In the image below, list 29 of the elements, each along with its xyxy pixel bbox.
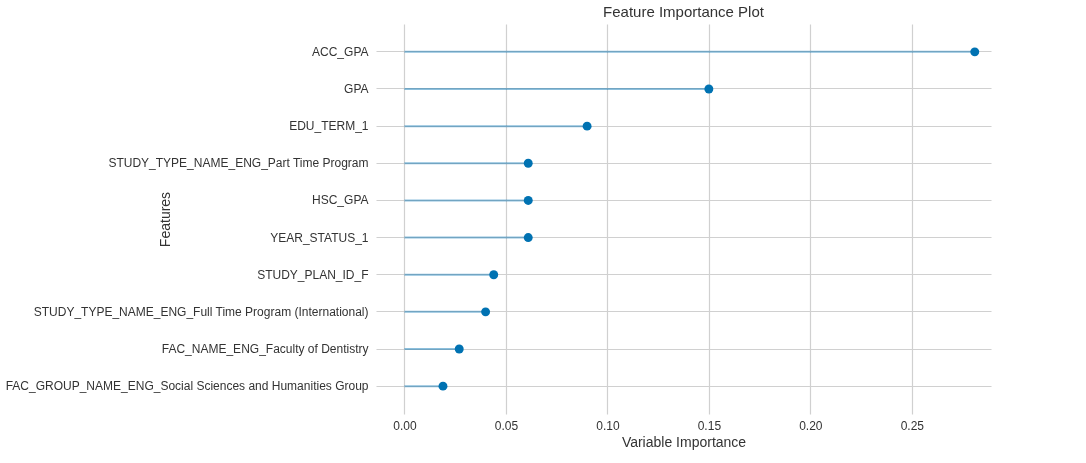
x-tick-label: 0.25 [900,418,925,433]
y-tick-label: ACC_GPA [312,44,369,59]
y-tick-label: YEAR_STATUS_1 [270,230,369,245]
point [523,158,533,168]
y-tick-label: STUDY_TYPE_NAME_ENG_Full Time Program (International) [33,304,369,319]
y-tick-label: STUDY_PLAN_ID_F [257,267,369,282]
y-tick-label: EDU_TERM_1 [289,119,369,134]
x-tick-label: 0.20 [799,418,823,433]
point [704,84,714,94]
point [438,381,448,391]
point [481,307,491,317]
point [523,233,533,243]
y-tick-label: FAC_GROUP_NAME_ENG_Social Sciences and Humanities Group [5,379,369,394]
x-tick-label: 0.15 [697,418,722,433]
y-tick-label: HSC_GPA [312,193,369,208]
x-tick-label: 0.00 [393,418,417,433]
y-tick-label: FAC_NAME_ENG_Faculty of Dentistry [161,342,369,356]
x-axis-title: Variable Importance [621,433,747,450]
point [454,344,464,354]
y-tick-label: GPA [344,82,369,96]
point [970,47,980,57]
point [582,121,592,131]
y-axis-title: Features [156,191,173,248]
x-tick-label: 0.10 [596,418,620,433]
x-tick-label: 0.05 [494,418,519,433]
point [489,270,499,280]
point [523,195,533,205]
y-tick-label: STUDY_TYPE_NAME_ENG_Part Time Program [108,156,369,171]
chart-title: Feature Importance Plot [603,3,765,20]
